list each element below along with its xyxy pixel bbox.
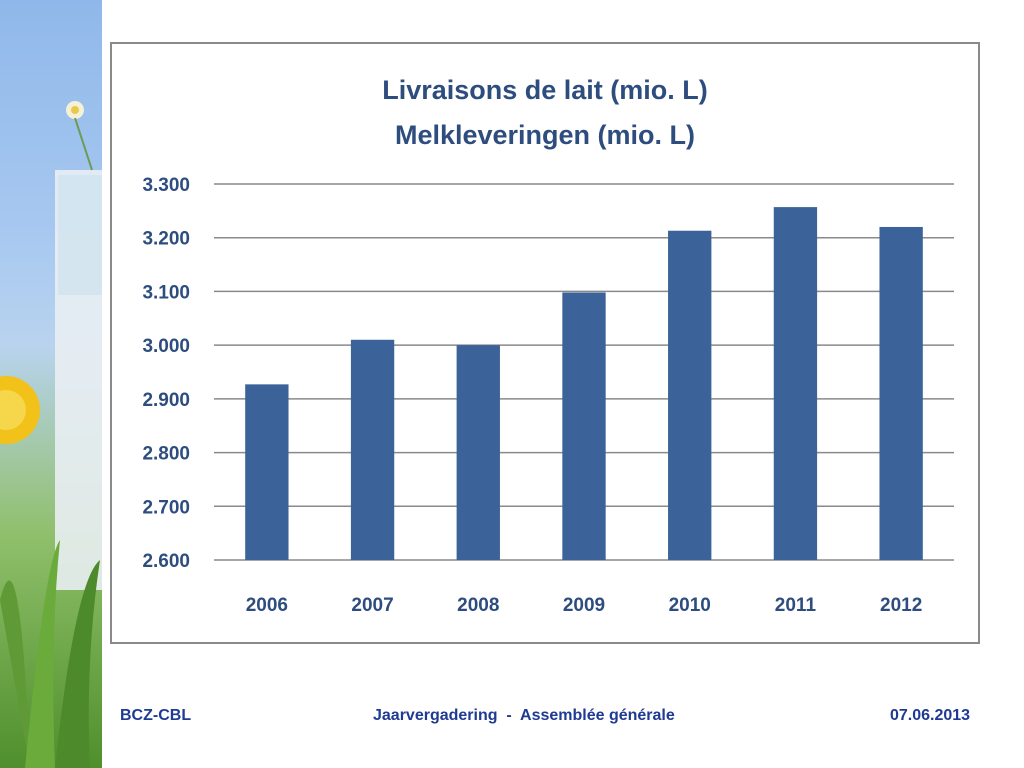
bar-2006 xyxy=(245,384,289,560)
bar-2011 xyxy=(773,207,818,560)
y-tick-label: 2.700 xyxy=(142,497,190,518)
x-tick-label: 2009 xyxy=(563,595,605,616)
side-decorative-photo xyxy=(0,0,102,768)
y-tick-label: 3.100 xyxy=(142,282,190,303)
y-tick-label: 2.900 xyxy=(142,390,190,411)
x-tick-label: 2012 xyxy=(880,595,922,616)
chart-title: Livraisons de lait (mio. L) xyxy=(382,75,708,105)
bar-2010 xyxy=(668,230,712,560)
bar-2009 xyxy=(562,292,606,560)
x-tick-label: 2010 xyxy=(669,595,711,616)
bar-2008 xyxy=(456,345,500,560)
x-tick-label: 2006 xyxy=(246,595,288,616)
x-tick-label: 2008 xyxy=(457,595,499,616)
x-tick-label: 2011 xyxy=(775,595,817,616)
y-tick-label: 3.300 xyxy=(142,175,190,196)
footer-organization: BCZ-CBL xyxy=(120,707,192,724)
chart-frame: Livraisons de lait (mio. L) Melklevering… xyxy=(110,42,980,644)
y-tick-label: 2.800 xyxy=(142,444,190,465)
y-tick-label: 2.600 xyxy=(142,551,190,572)
bar-chart: Livraisons de lait (mio. L) Melklevering… xyxy=(142,75,954,616)
bar-2007 xyxy=(350,339,395,560)
footer-event-title: Jaarvergadering - Assemblée générale xyxy=(373,707,675,724)
chart-subtitle: Melkleveringen (mio. L) xyxy=(395,120,695,150)
y-tick-label: 3.200 xyxy=(142,229,190,250)
bar-2012 xyxy=(879,226,923,560)
x-tick-label: 2007 xyxy=(351,595,393,616)
y-tick-label: 3.000 xyxy=(142,336,190,357)
footer-date: 07.06.2013 xyxy=(890,707,971,724)
